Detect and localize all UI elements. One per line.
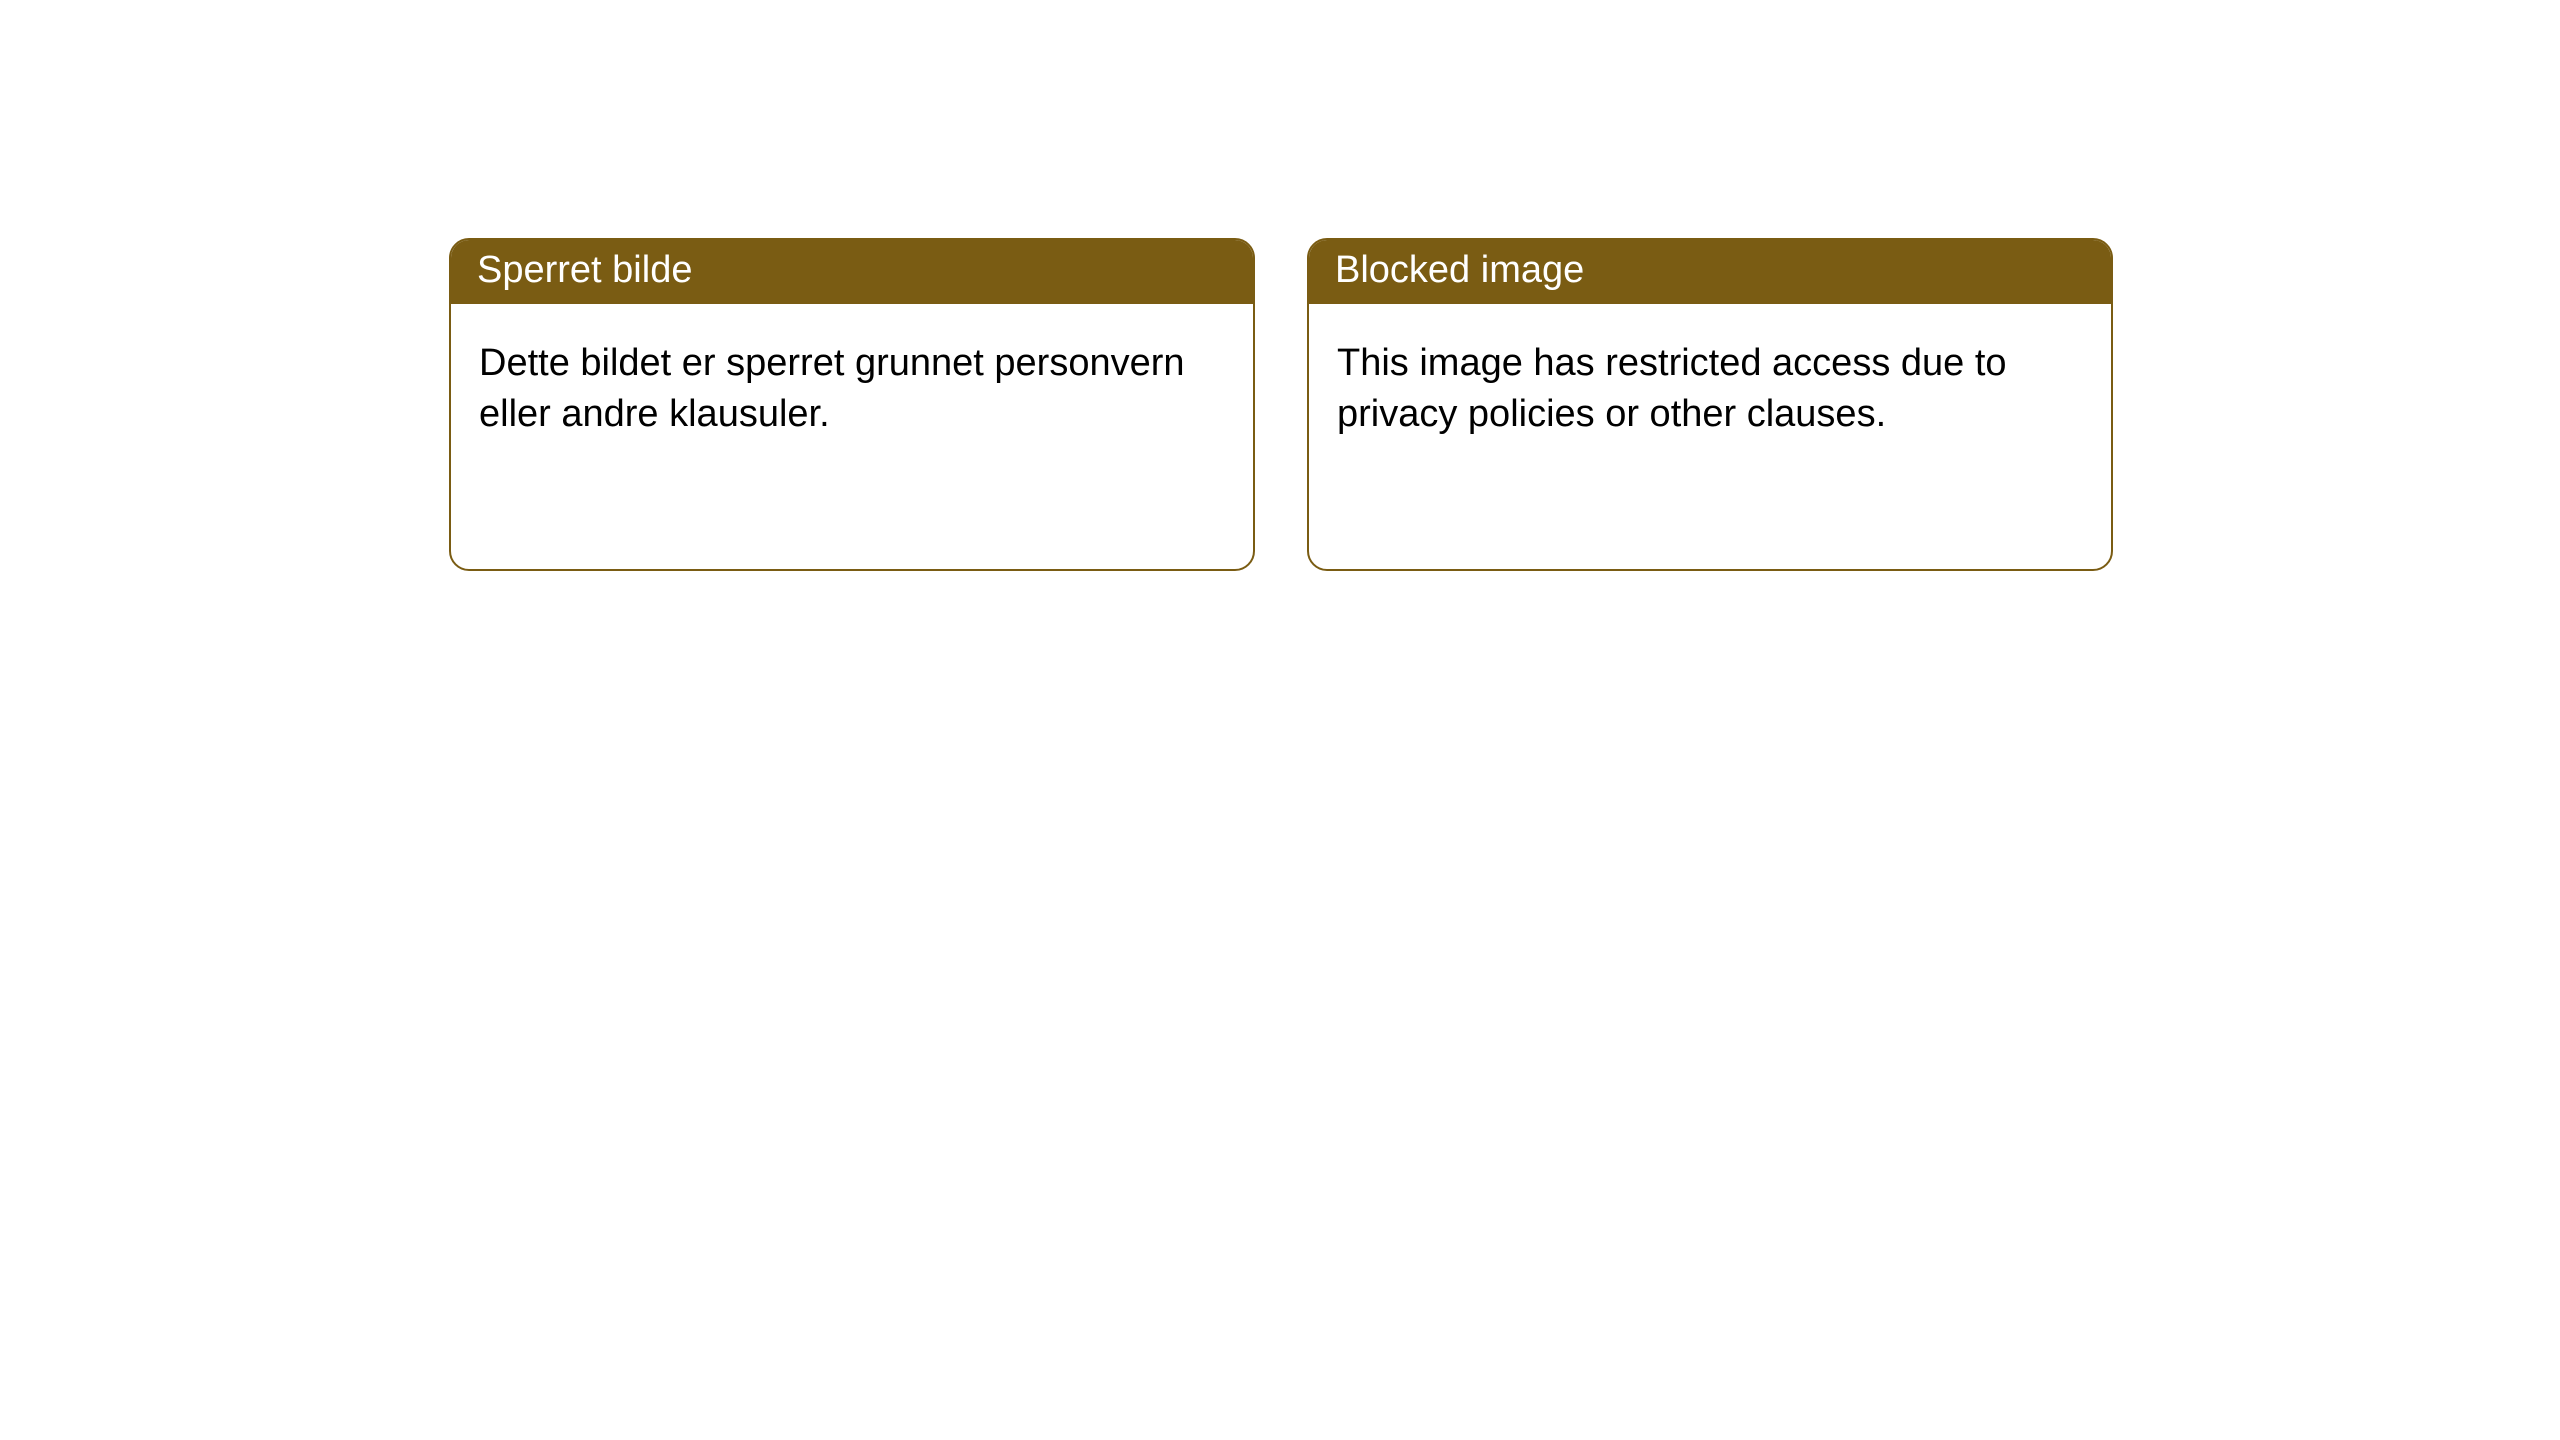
- notice-card-body: Dette bildet er sperret grunnet personve…: [451, 304, 1253, 474]
- notice-card-title: Sperret bilde: [451, 240, 1253, 304]
- notice-card-title: Blocked image: [1309, 240, 2111, 304]
- notice-card-english: Blocked image This image has restricted …: [1307, 238, 2113, 571]
- notice-card-body: This image has restricted access due to …: [1309, 304, 2111, 474]
- notice-card-norwegian: Sperret bilde Dette bildet er sperret gr…: [449, 238, 1255, 571]
- notice-cards-container: Sperret bilde Dette bildet er sperret gr…: [0, 0, 2560, 571]
